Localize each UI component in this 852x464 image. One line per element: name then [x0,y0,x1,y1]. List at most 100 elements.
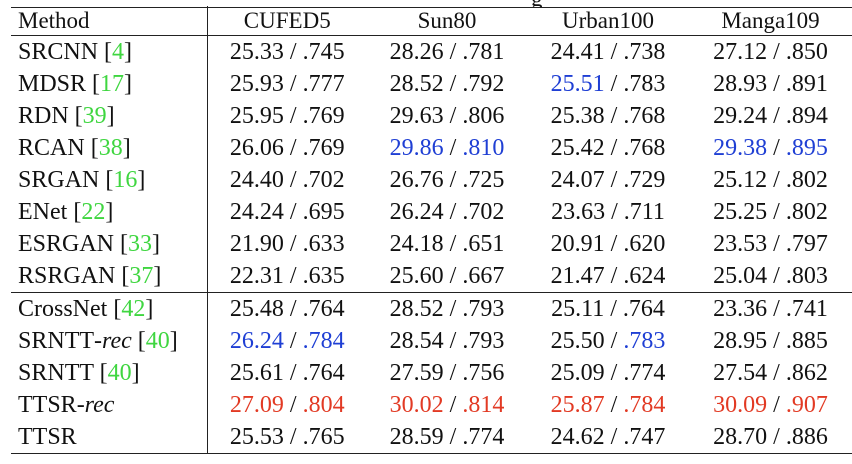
ssim-value: .793 [462,296,505,322]
ssim-value: .862 [785,360,828,386]
psnr-value: 28.59 [389,424,444,450]
ssim-value: .774 [623,360,666,386]
table-row: CrossNet [42] 25.48 / .764 28.52 / .793 25.… [11,292,852,325]
metric-cell: 25.33 / .745 [229,39,345,65]
citation-link[interactable]: 37 [129,263,154,289]
metric-cell: 27.54 / .862 [713,360,828,386]
dataset-header-sun80: Sun80 [367,6,527,36]
citation-link[interactable]: 40 [107,360,132,386]
metric-cell: 26.76 / .725 [389,167,505,193]
method-cell: RCAN [38] [11,132,208,164]
psnr-value: 26.24 [389,199,444,225]
method-name: SRNTT [18,360,94,386]
metric-cell: 28.95 / .885 [713,328,828,354]
metric-cell: 20.91 / .620 [550,231,666,257]
psnr-value: 28.52 [389,296,444,322]
psnr-value: 27.59 [389,360,444,386]
citation-link[interactable]: 39 [82,103,107,129]
method-cell: TTSR-rec [11,389,208,421]
ssim-value: .783 [623,328,666,354]
ssim-value: .738 [623,39,666,65]
ssim-value: .756 [462,360,505,386]
metric-cell: 25.60 / .667 [389,263,505,289]
psnr-value: 25.09 [550,360,605,386]
psnr-value: 24.18 [389,231,444,257]
metric-cell: 25.53 / .765 [207,421,367,454]
method-name: RDN [18,103,69,129]
ssim-value: .635 [302,263,345,289]
ssim-value: .769 [302,135,345,161]
psnr-value: 30.09 [713,392,768,418]
ssim-value: .810 [462,135,505,161]
psnr-value: 28.93 [713,71,768,97]
psnr-value: 26.24 [229,328,284,354]
ssim-value: .777 [302,71,345,97]
metric-cell: 26.24 / .702 [389,199,505,225]
metric-cell: 24.18 / .651 [389,231,505,257]
psnr-value: 23.36 [713,296,768,322]
metric-cell: 25.95 / .769 [229,103,345,129]
psnr-value: 25.48 [229,296,284,322]
psnr-value: 29.38 [713,135,768,161]
ssim-value: .769 [302,103,345,129]
psnr-value: 25.95 [229,103,284,129]
citation-link[interactable]: 22 [81,199,106,225]
ssim-value: .792 [462,71,505,97]
method-suffix: -rec [76,392,115,418]
metric-cell: 29.38 / .895 [713,135,828,161]
ssim-value: .711 [623,199,665,225]
ssim-value: .702 [462,199,505,225]
psnr-value: 28.26 [389,39,444,65]
metric-cell: 24.62 / .747 [527,421,689,454]
ssim-value: .764 [622,296,665,322]
dataset-header-urban100: Urban100 [527,6,689,36]
citation-link[interactable]: 33 [128,231,153,257]
ssim-value: .741 [785,296,828,322]
psnr-value: 25.93 [229,71,284,97]
metric-cell: 22.31 / .635 [229,263,345,289]
citation-link[interactable]: 17 [100,71,125,97]
method-cell: RDN [39] [11,100,208,132]
ssim-value: .764 [302,296,345,322]
method-name: ESRGAN [18,231,115,257]
ssim-value: .894 [785,103,828,129]
citation-link[interactable]: 38 [98,135,123,161]
psnr-value: 20.91 [550,231,605,257]
ssim-value: .793 [462,328,505,354]
psnr-value: 25.60 [389,263,444,289]
table-row: TTSR 25.53 / .765 28.59 / .774 24.62 / .747… [11,421,852,454]
metric-cell: 24.41 / .738 [550,39,666,65]
psnr-value: 28.52 [389,71,444,97]
metric-cell: 25.04 / .803 [713,263,828,289]
citation-link[interactable]: 4 [112,39,125,65]
psnr-value: 27.12 [713,39,768,65]
method-name: SRNTT [18,328,95,354]
table-row: ENet [22] 24.24 / .695 26.24 / .702 23.63 /… [11,196,852,228]
psnr-value: 25.53 [229,424,284,450]
metric-cell: 27.09 / .804 [229,392,345,418]
method-cell: MDSR [17] [11,68,208,100]
psnr-value: 24.07 [550,167,605,193]
ssim-value: .895 [785,135,828,161]
metric-cell: 21.90 / .633 [229,231,345,257]
ssim-value: .784 [302,328,345,354]
psnr-value: 25.87 [550,392,605,418]
metric-cell: 23.36 / .741 [689,292,852,325]
metric-cell: 25.09 / .774 [550,360,666,386]
metric-cell: 24.40 / .702 [229,167,345,193]
metric-cell: 25.51 / .783 [550,71,666,97]
method-cell: ENet [22] [11,196,208,228]
psnr-value: 26.76 [389,167,444,193]
table-row: RCAN [38] 26.06 / .769 29.86 / .810 25.42 /… [11,132,852,164]
ssim-value: .745 [302,39,345,65]
method-cell: SRNTT-rec [40] [11,325,208,357]
citation-link[interactable]: 42 [121,296,146,322]
psnr-value: 25.50 [550,328,605,354]
metric-cell: 28.54 / .793 [389,328,505,354]
method-cell: ESRGAN [33] [11,228,208,260]
metric-cell: 28.52 / .793 [367,292,527,325]
citation-link[interactable]: 16 [113,167,138,193]
ssim-value: .783 [623,71,666,97]
ssim-value: .806 [462,103,505,129]
citation-link[interactable]: 40 [145,328,170,354]
